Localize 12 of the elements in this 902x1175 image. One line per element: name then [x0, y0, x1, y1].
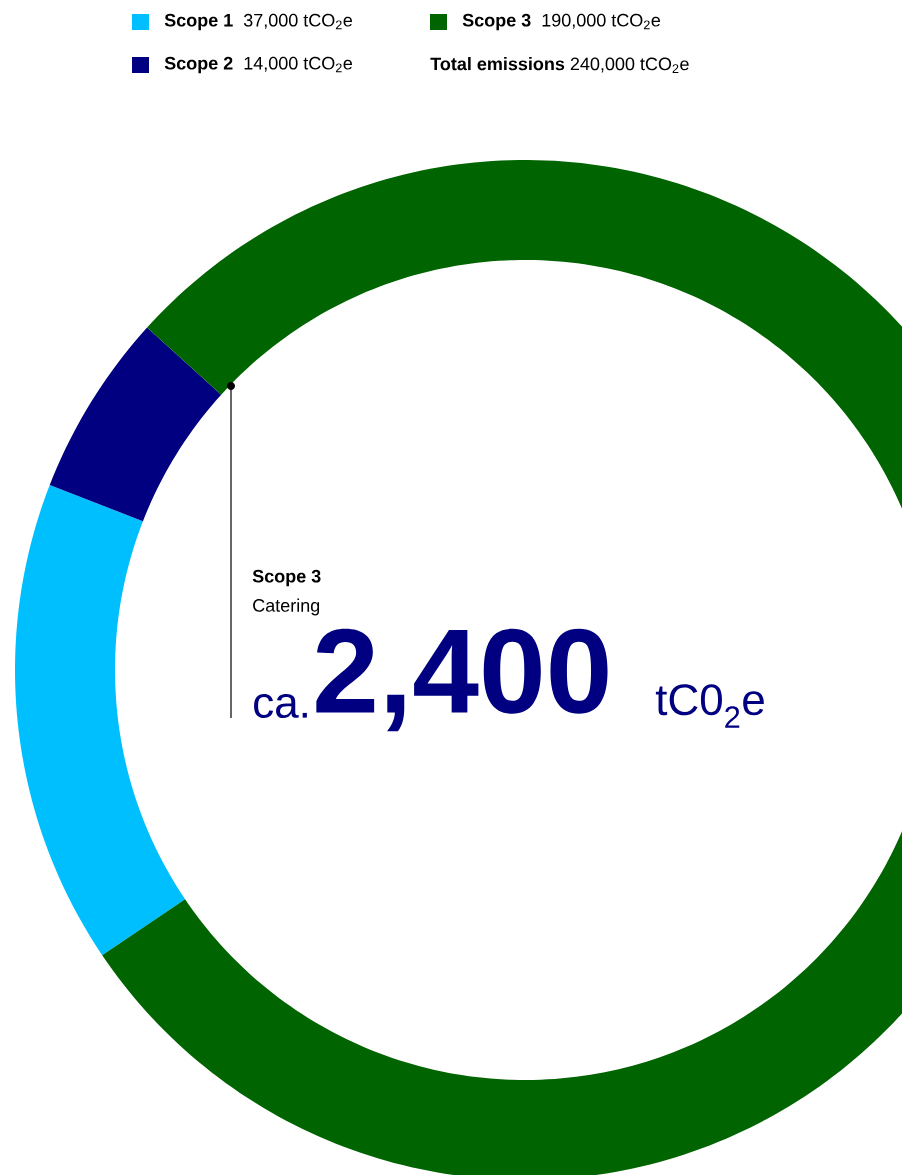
legend-label: Scope 3: [462, 13, 531, 31]
text: 2,400: [316, 628, 608, 732]
text: Scope 3: [252, 569, 321, 587]
text: Total emissions 240,000 tCO$_{2}$e: [430, 57, 689, 73]
legend-label: Scope 1: [164, 13, 233, 31]
text: tC0$_{2}$e: [655, 684, 764, 728]
data-label: 37,000 tCO$_{2}$e: [243, 13, 352, 30]
text: ca.: [254, 693, 307, 719]
data-label: 190,000 tCO$_{2}$e: [542, 13, 661, 30]
text: Catering: [253, 598, 320, 616]
data-label: 14,000 tCO$_{2}$e: [244, 56, 352, 73]
legend-label: Scope 2: [164, 56, 233, 74]
